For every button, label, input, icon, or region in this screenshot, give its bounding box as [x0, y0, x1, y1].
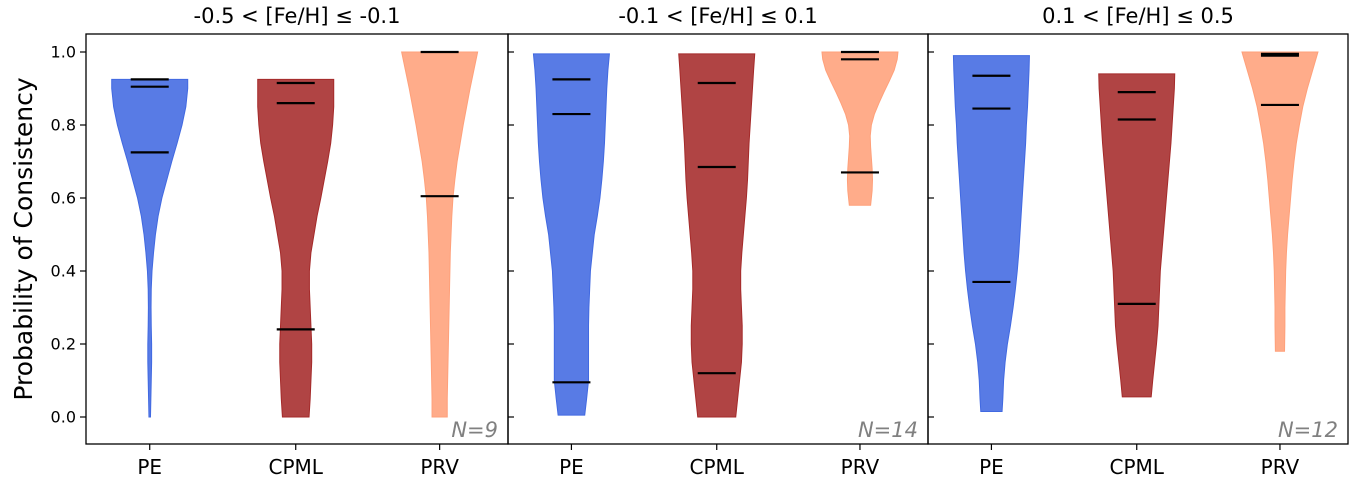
- x-tick-label-prv: PRV: [420, 455, 459, 479]
- violin-cpml: [1098, 73, 1176, 398]
- panel-title: -0.1 < [Fe/H] ≤ 0.1: [618, 4, 817, 28]
- x-tick-label-pe: PE: [137, 455, 162, 479]
- x-tick-label-prv: PRV: [841, 455, 880, 479]
- panel-2: PE CPML PRV -0.1 < [Fe/H] ≤ 0.1 N=14: [507, 4, 929, 479]
- panel-3: PE CPML PRV 0.1 < [Fe/H] ≤ 0.5 N=12: [927, 4, 1349, 479]
- x-tick-label-cpml: CPML: [269, 455, 324, 479]
- y-tick-label: 0.4: [51, 262, 76, 281]
- violin-prv: [401, 51, 479, 418]
- y-tick-label: 0.0: [51, 408, 76, 427]
- y-tick-label: 0.2: [51, 335, 76, 354]
- y-tick-label: 0.6: [51, 189, 76, 208]
- violin-prv: [821, 51, 899, 206]
- violin-prv: [1241, 51, 1319, 352]
- violin-cpml: [678, 53, 756, 418]
- x-tick-label-pe: PE: [559, 455, 584, 479]
- panel-title: 0.1 < [Fe/H] ≤ 0.5: [1042, 4, 1234, 28]
- panel-frame: [927, 33, 1349, 445]
- y-tick-label: 1.0: [51, 43, 76, 62]
- violin-pe: [111, 78, 189, 418]
- panel-1: 0.0 0.2 0.4 0.6 0.8 1.0 PE CPML PRV -0.5 < [Fe/H]…: [51, 4, 509, 479]
- y-tick-label: 0.8: [51, 116, 76, 135]
- x-tick-label-pe: PE: [979, 455, 1004, 479]
- sample-size-label: N=12: [1278, 418, 1338, 442]
- panel-title: -0.5 < [Fe/H] ≤ -0.1: [194, 4, 401, 28]
- x-tick-label-cpml: CPML: [690, 455, 745, 479]
- violin-cpml: [257, 78, 335, 418]
- x-tick-label-cpml: CPML: [1110, 455, 1165, 479]
- sample-size-label: N=9: [451, 418, 498, 442]
- violin-pe: [952, 55, 1030, 413]
- sample-size-label: N=14: [858, 418, 918, 442]
- x-tick-label-prv: PRV: [1261, 455, 1300, 479]
- violin-pe: [532, 53, 610, 416]
- y-axis-title: Probability of Consistency: [9, 77, 38, 401]
